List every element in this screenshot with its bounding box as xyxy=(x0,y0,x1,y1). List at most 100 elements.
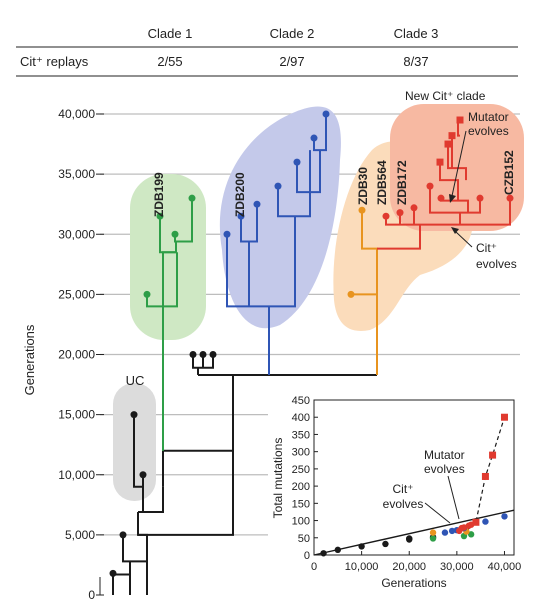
branch-cit xyxy=(447,144,467,181)
branch xyxy=(122,534,148,595)
inset-y-tick-label: 100 xyxy=(292,516,310,528)
inset-point xyxy=(501,513,508,520)
tree-branches xyxy=(112,114,511,595)
label-zdb200: ZDB200 xyxy=(233,172,247,217)
inset-point xyxy=(429,529,437,536)
node-clade1 xyxy=(188,194,196,202)
inset-point-square xyxy=(472,518,480,526)
node-clade3 xyxy=(347,290,355,298)
label-zdb564: ZDB564 xyxy=(375,160,389,205)
branch-clade2 xyxy=(313,114,327,152)
inset-point xyxy=(441,529,449,536)
y-tick-label: 30,000 xyxy=(58,227,95,241)
arrow-mutator xyxy=(451,130,467,197)
inset-y-label: Total mutations xyxy=(271,438,285,519)
branch-clade1 xyxy=(174,198,193,243)
branch-clade3 xyxy=(361,210,378,295)
node xyxy=(209,351,217,358)
inset-fit-line xyxy=(313,509,515,556)
tree-y-axis: 0 5,000 10,000 15,000 20,000 25,000 30,000 35,0… xyxy=(58,107,104,602)
label-mutator-evolves-line1: Mutator xyxy=(468,110,509,124)
node-clade2 xyxy=(237,212,245,220)
branch-cit xyxy=(439,162,459,201)
inset-point xyxy=(382,540,389,548)
node-cit xyxy=(410,204,418,212)
node xyxy=(119,531,127,539)
node-clade2 xyxy=(274,182,282,190)
node-cit xyxy=(476,194,484,202)
inset-y-tick-label: 150 xyxy=(292,498,310,510)
label-zdb172: ZDB172 xyxy=(395,160,409,205)
inset-point xyxy=(467,531,475,538)
inset-point-square xyxy=(489,451,497,459)
inset-point-square xyxy=(481,472,489,480)
inset-arrow-cit xyxy=(424,502,451,524)
y-tick-label: 35,000 xyxy=(58,167,95,181)
inset-x-tick-label: 40,000 xyxy=(488,561,522,573)
tree-nodes xyxy=(109,110,514,577)
inset-annot-cit-line1: Cit⁺ xyxy=(393,482,414,496)
inset-point xyxy=(406,535,413,542)
branch-clade2 xyxy=(277,150,311,218)
node-clade2 xyxy=(310,134,318,142)
node xyxy=(109,569,117,577)
inset-point-square xyxy=(500,413,508,421)
table-value-clade2: 2/97 xyxy=(279,54,304,69)
table-header-clade3: Clade 3 xyxy=(394,26,439,41)
branch-cit xyxy=(429,186,481,214)
branch-clade1 xyxy=(159,216,177,254)
y-tick-label: 15,000 xyxy=(58,408,95,422)
y-tick-label: 10,000 xyxy=(58,468,95,482)
inset-y-tick-label: 300 xyxy=(292,447,310,459)
label-cit-evolves-line1: Cit⁺ xyxy=(476,241,497,255)
arrow-cit-head xyxy=(451,227,459,234)
node-clade3 xyxy=(358,206,366,214)
node-cit xyxy=(437,194,445,202)
tree-labels: Generations UC ZDB199 ZDB200 ZDB30 ZDB56… xyxy=(22,89,517,395)
region-clade1 xyxy=(130,174,206,340)
y-tick-label: 20,000 xyxy=(58,348,95,362)
y-tick-label: 40,000 xyxy=(58,107,95,121)
branch xyxy=(137,374,234,536)
branch-cit xyxy=(457,120,460,137)
inset-point xyxy=(482,518,489,525)
node-clade2 xyxy=(293,158,301,166)
inset-annot-mutator-line1: Mutator xyxy=(424,448,465,462)
branch-cit xyxy=(377,224,421,250)
inset-y-tick-label: 0 xyxy=(304,550,310,562)
inset-x-tick-label: 20,000 xyxy=(392,561,426,573)
inset-point xyxy=(320,550,327,557)
node-mutator xyxy=(448,132,456,140)
node-cit xyxy=(506,194,514,202)
label-mutator-evolves-line2: evolves xyxy=(468,124,509,138)
node xyxy=(199,351,207,358)
node-clade2 xyxy=(253,200,261,208)
inset-x-tick-label: 10,000 xyxy=(345,561,379,573)
node-mutator xyxy=(444,140,452,148)
node-clade2 xyxy=(322,110,330,118)
arrow-cit xyxy=(455,231,473,248)
branch-clade1 xyxy=(146,252,178,308)
inset-x-tick-label: 0 xyxy=(311,561,317,573)
inset-ticks: 0 50 100 150 200 250 300 350 400 450 0 10,000 20,000… xyxy=(292,395,522,573)
arrow-mutator-head xyxy=(449,194,456,203)
node-clade1 xyxy=(171,230,179,238)
node xyxy=(130,411,138,419)
node-cit xyxy=(382,212,390,220)
inset-plot-frame xyxy=(313,399,515,556)
branch xyxy=(138,533,148,562)
table-value-clade1: 2/55 xyxy=(157,54,182,69)
inset-arrow-mutator xyxy=(447,475,460,520)
table-header-clade2: Clade 2 xyxy=(270,26,315,41)
label-uc: UC xyxy=(126,373,145,388)
node-cit xyxy=(426,182,434,190)
node-cit xyxy=(396,209,404,217)
y-tick-label: 5,000 xyxy=(65,528,95,542)
inset-x-label: Generations xyxy=(381,576,446,590)
inset-y-tick-label: 350 xyxy=(292,429,310,441)
inset-y-tick-label: 450 xyxy=(292,395,310,407)
inset-chart: 0 50 100 150 200 250 300 350 400 450 0 10,000 20,000… xyxy=(268,393,521,605)
inset-y-tick-label: 50 xyxy=(298,533,310,545)
y-tick-label: 25,000 xyxy=(58,287,95,301)
